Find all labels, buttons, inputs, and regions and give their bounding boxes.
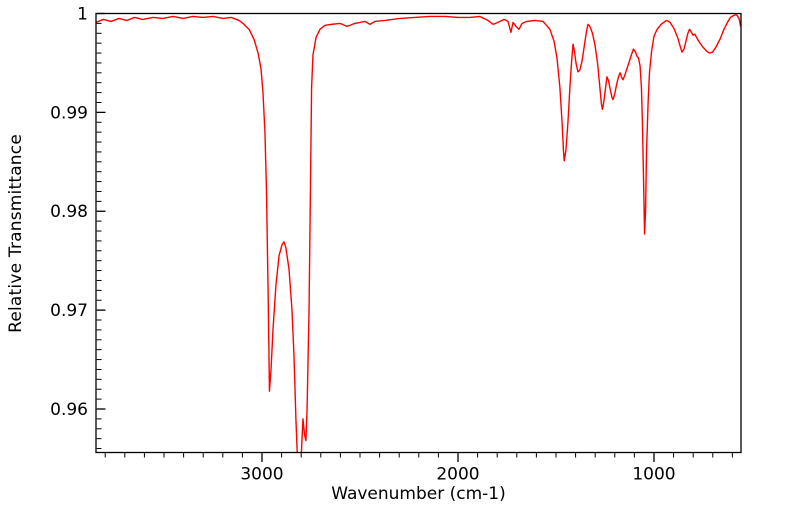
y-tick-label: 0.98 [50,202,88,222]
y-tick-label: 0.99 [50,103,88,123]
x-axis-label: Wavenumber (cm-1) [331,484,506,504]
y-tick-label: 0.97 [50,301,88,321]
x-tick-label: 3000 [240,465,283,485]
y-axis-label-text: Relative Transmittance [6,133,26,333]
spectrum-line [96,13,741,453]
x-tick-label: 2000 [436,465,479,485]
y-tick-label: 0.96 [50,400,88,420]
y-axis-label: Relative Transmittance [6,13,26,453]
y-tick-label: 1 [77,4,88,24]
x-tick-label: 1000 [632,465,675,485]
